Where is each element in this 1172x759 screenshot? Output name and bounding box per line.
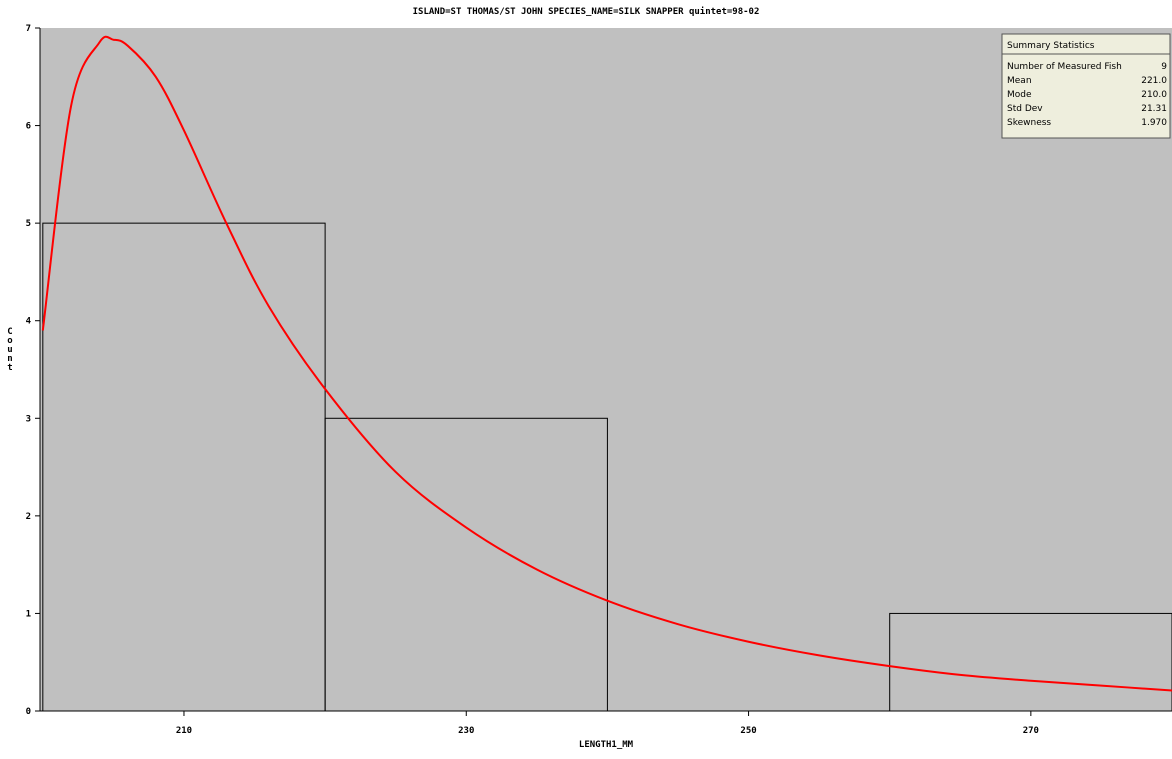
y-axis-ticks: 0 1 2 3 4 5 6 7 [26,24,40,717]
summary-statistics-box [1001,33,1171,139]
density-curve [41,35,1172,692]
y-tick-label: 2 [26,512,31,522]
x-tick-label: 210 [176,726,192,736]
y-tick-label: 3 [26,414,31,424]
stat-value: 21.31 [1141,104,1167,114]
y-tick-label: 4 [26,317,32,327]
y-tick-label: 7 [26,24,31,34]
summary-statistics-inset: Summary Statistics Number of Measured Fi… [1001,33,1171,139]
stat-label: Number of Measured Fish [1007,62,1122,72]
stat-value: 221.0 [1141,76,1167,86]
summary-statistics-header: Summary Statistics [1007,41,1095,51]
y-tick-label: 6 [26,122,31,132]
y-tick-label: 5 [26,219,31,229]
y-tick-label: 1 [26,609,31,619]
x-axis-label: LENGTH1_MM [579,740,634,750]
x-tick-label: 230 [458,726,474,736]
stat-value: 1.970 [1141,118,1167,128]
summary-statistics-rows: Number of Measured Fish 9 Mean 221.0 Mode 210… [1007,62,1167,128]
plot-area [40,28,1172,711]
stat-label: Mode [1007,90,1032,100]
x-axis-ticks: 210 230 250 270 [176,711,1039,736]
stat-label: Skewness [1007,118,1051,128]
chart-title: ISLAND=ST THOMAS/ST JOHN SPECIES_NAME=SI… [413,6,760,17]
stat-label: Std Dev [1007,104,1043,114]
y-tick-label: 0 [26,707,31,717]
stat-value: 9 [1161,62,1167,72]
stat-value: 210.0 [1141,90,1167,100]
stat-label: Mean [1007,76,1032,86]
x-tick-label: 250 [740,726,756,736]
x-tick-label: 270 [1023,726,1039,736]
